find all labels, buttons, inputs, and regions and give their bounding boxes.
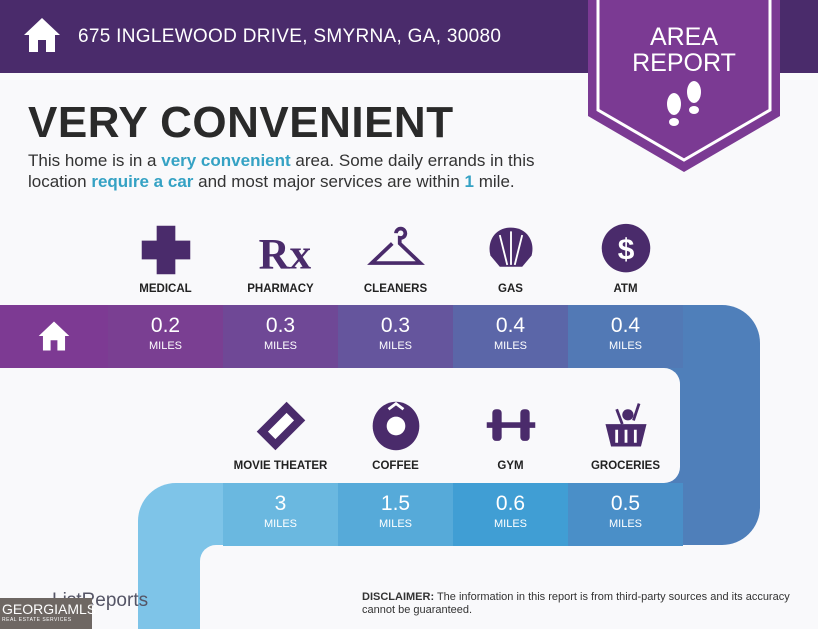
shell-icon (489, 227, 533, 267)
disclaimer: DISCLAIMER: The information in this repo… (362, 591, 790, 616)
distance-cell: 0.3 MILES (338, 305, 453, 368)
hanger-icon (367, 226, 425, 265)
category-label: CLEANERS (363, 283, 428, 295)
medical-cross-icon (141, 225, 191, 275)
area-report-badge (588, 0, 780, 172)
category-label: MEDICAL (139, 283, 192, 295)
starbucks-icon (372, 401, 420, 451)
description: This home is in a very convenient area. … (28, 151, 535, 191)
address: 675 INGLEWOOD DRIVE, SMYRNA, GA, 30080 (78, 26, 502, 47)
category-label: GAS (498, 283, 523, 295)
distance-cell: 0.4 MILES (453, 305, 568, 368)
category-label: GYM (497, 460, 524, 472)
distance-cell: 3 MILES (223, 483, 338, 546)
category-label: GROCERIES (590, 460, 660, 472)
dumbbell-icon (486, 409, 536, 441)
category-label: PHARMACY (247, 283, 314, 295)
ticket-icon (256, 401, 306, 451)
footprints-icon (667, 81, 701, 126)
page-title: VERY CONVENIENT (28, 98, 454, 147)
basket-icon (605, 403, 647, 447)
watermark: GEORGIAMLS REAL ESTATE SERVICES (0, 598, 96, 629)
rx-icon: Rx (259, 232, 311, 278)
svg-text:$: $ (618, 233, 635, 266)
distance-cell: 1.5 MILES (338, 483, 453, 546)
dollar-icon: $ (601, 223, 651, 273)
home-start-cell (0, 305, 108, 368)
category-label: ATM (613, 283, 638, 295)
distance-cell: 0.6 MILES (453, 483, 568, 546)
category-label: COFFEE (372, 460, 419, 472)
distance-cell: 0.5 MILES (568, 483, 683, 546)
category-label: MOVIE THEATER (233, 460, 328, 472)
distance-cell: 0.3 MILES (223, 305, 338, 368)
svg-text:Rx: Rx (259, 232, 311, 278)
badge-title: AREA REPORT (632, 23, 736, 77)
distance-cell: 0.2 MILES (108, 305, 223, 368)
home-icon (38, 321, 70, 351)
distance-cell: 0.4 MILES (568, 305, 683, 368)
home-icon (24, 18, 60, 52)
